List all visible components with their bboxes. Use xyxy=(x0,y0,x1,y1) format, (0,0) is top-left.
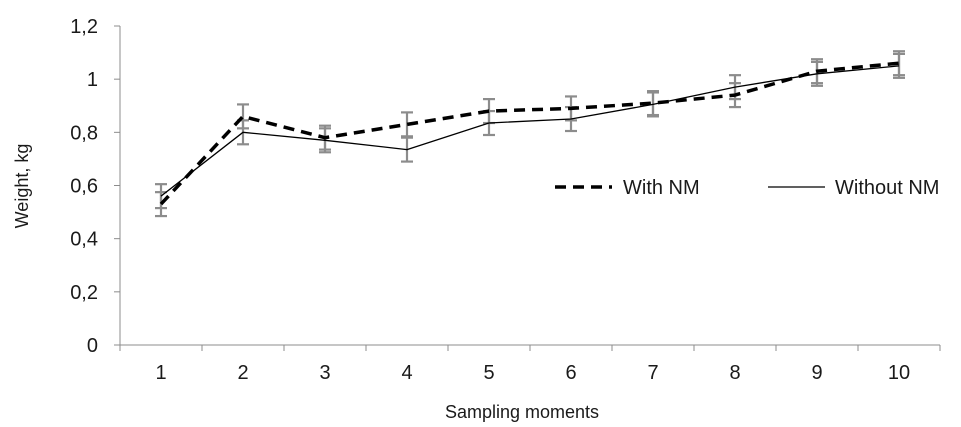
y-tick-label: 0 xyxy=(87,335,98,357)
x-tick-label: 10 xyxy=(888,362,910,384)
y-tick-label: 1,2 xyxy=(70,16,98,38)
y-tick-label: 0,6 xyxy=(70,176,98,198)
series-line-with-nm xyxy=(159,61,900,206)
y-tick-label: 0,4 xyxy=(70,229,98,251)
series-line-without-nm xyxy=(160,65,900,197)
error-bar xyxy=(155,183,167,210)
y-tick-label: 1 xyxy=(87,69,98,91)
x-tick-label: 4 xyxy=(401,362,412,384)
y-axis: 0 0,2 0,4 0,6 0,8 1 1,2 xyxy=(70,16,121,357)
x-tick-label: 8 xyxy=(729,362,740,384)
x-tick-label: 6 xyxy=(565,362,576,384)
x-tick-label: 9 xyxy=(811,362,822,384)
x-axis-title: Sampling moments xyxy=(445,402,599,422)
legend-label-with-nm: With NM xyxy=(623,177,700,199)
x-tick-label: 3 xyxy=(319,362,330,384)
legend-label-without-nm: Without NM xyxy=(835,177,939,199)
error-bar xyxy=(401,111,413,138)
series-lines xyxy=(159,61,900,206)
y-tick-label: 0,8 xyxy=(70,122,98,144)
x-tick-label: 5 xyxy=(483,362,494,384)
x-axis: 1 2 3 4 5 6 7 8 9 10 xyxy=(119,344,941,384)
x-tick-label: 7 xyxy=(647,362,658,384)
y-tick-label: 0,2 xyxy=(70,282,98,304)
legend: With NM Without NM xyxy=(555,177,939,199)
y-axis-title: Weight, kg xyxy=(12,144,32,229)
x-tick-label: 1 xyxy=(155,362,166,384)
error-bar xyxy=(893,52,905,79)
x-tick-label: 2 xyxy=(237,362,248,384)
error-bars xyxy=(155,50,905,218)
